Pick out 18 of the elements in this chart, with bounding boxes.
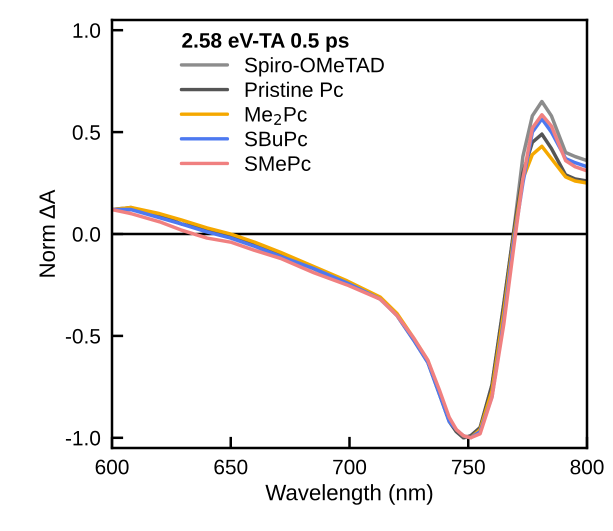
x-tick-label: 650 <box>214 460 248 474</box>
legend-title: 2.58 eV-TA 0.5 ps <box>182 33 349 52</box>
y-axis-title: Norm ΔA <box>40 190 56 277</box>
y-tick-label: -0.5 <box>66 328 100 344</box>
legend-label: Me$_{2}$Pc <box>246 107 307 125</box>
legend-label: SMePc <box>244 156 311 171</box>
y-tick-label: -1.0 <box>66 430 100 446</box>
legend-label: SBuPc <box>244 132 308 146</box>
y-tick-label: 0.0 <box>72 227 100 242</box>
x-tick-label: 700 <box>333 460 366 474</box>
y-tick-label: 1.0 <box>74 23 100 38</box>
x-tick-label: 800 <box>570 460 604 474</box>
legend-label: Pristine Pc <box>246 82 344 98</box>
legend-label: Spiro-OMeTAD <box>244 57 384 77</box>
x-axis-title: Wavelength (nm) <box>265 484 432 505</box>
x-tick-label: 750 <box>452 460 485 474</box>
x-tick-label: 600 <box>96 460 129 474</box>
y-tick-label: 0.5 <box>72 125 100 140</box>
